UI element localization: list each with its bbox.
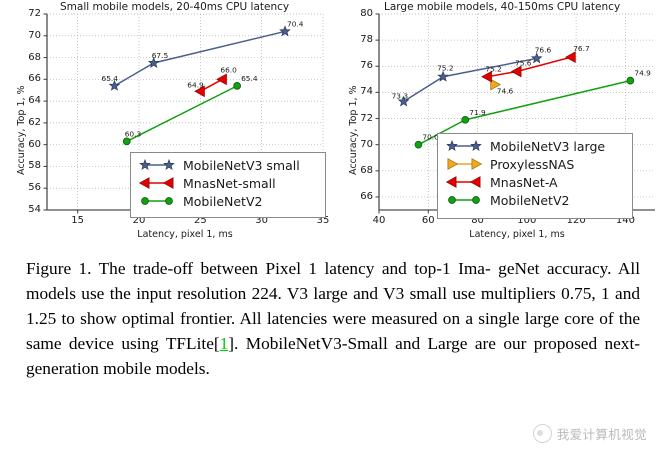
data-point-label: 74.6 [497,87,514,96]
x-tick-label: 60 [421,215,435,226]
x-tick-label: 35 [316,215,330,226]
legend-marker-triangle-right-icon [447,158,483,170]
legend-label: MobileNetV3 large [490,138,606,154]
legend-label: MobileNetV2 [183,193,263,209]
legend-item[interactable]: MnasNet-A [438,173,632,191]
data-point-label: 71.9 [469,108,486,117]
caption-line-3: and V3 small use multipliers 0.75, 1 and… [26,284,641,328]
x-tick-label: 25 [193,215,207,226]
legend-label: MnasNet-A [490,174,558,190]
chart-legend: MobileNetV3 small MnasNet-small MobileNetV… [130,152,326,218]
x-tick-label: 80 [471,215,484,226]
y-tick-label: 66 [360,190,373,202]
data-point-label: 70.4 [287,19,304,28]
series-mobilenetv3-large: 73.3 75.2 76.6 [392,45,552,107]
legend-label: MobileNetV2 [490,192,570,208]
legend-item[interactable]: MobileNetV2 [131,192,325,210]
data-point-label: 65.4 [102,74,119,83]
caption-line-6: ]. MobileNetV3-Small and Large are [228,334,496,353]
y-tick-label: 76 [360,60,373,72]
data-point-label: 75.6 [515,59,532,68]
data-point-label: 70.0 [422,133,439,142]
x-tick-label: 30 [255,215,269,226]
chart-panel-large-models: Large mobile models, 40-150ms CPU latenc… [332,0,663,250]
y-tick-label: 66 [28,73,41,85]
chart-legend: MobileNetV3 large ProxylessNAS MnasNet-A Mo… [437,133,633,219]
y-tick-label: 74 [360,86,373,98]
data-point-label: 60.3 [125,129,142,138]
figure-plots: Small mobile models, 20-40ms CPU latency… [0,0,663,250]
data-point-label: 66.0 [220,65,237,74]
data-point-label: 74.9 [634,69,651,78]
caption-line-5: same device using TFLite[ [26,334,220,353]
caption-line-7: our proposed next-generation mobile mode… [26,334,640,378]
legend-marker-star-icon [446,139,482,151]
legend-marker-circle-icon [448,196,480,204]
data-point-label: 67.5 [152,51,169,60]
legend-marker-circle-icon [141,197,173,205]
y-tick-label: 54 [28,204,41,215]
legend-item[interactable]: MobileNetV3 small [131,156,325,174]
chart-title: Small mobile models, 20-40ms CPU latency [60,1,290,13]
x-tick-label: 40 [372,215,386,226]
y-tick-label: 70 [28,29,41,41]
series-mobilenetv2: 70.0 71.9 74.9 [414,69,651,149]
data-point-label: 65.4 [241,74,258,83]
camera-lens-icon [532,424,552,443]
y-tick-label: 72 [360,112,373,124]
legend-label: MnasNet-small [183,175,276,191]
legend-item[interactable]: MnasNet-small [131,174,325,192]
y-tick-label: 58 [28,160,41,172]
y-tick-label: 64 [28,95,41,107]
legend-marker-star-icon [139,158,175,170]
x-tick-label: 140 [615,215,635,226]
series-mnasnet-small: 64.9 66.0 [187,65,237,98]
legend-label: MobileNetV3 small [183,157,300,173]
caption-line-4: frontier. All latencies were measured on… [180,309,641,328]
citation-link[interactable]: 1 [219,334,229,353]
y-tick-label: 68 [360,164,373,176]
y-tick-label: 56 [28,182,41,194]
data-point-label: 76.7 [573,44,590,53]
caption-line-2: geNet accuracy. All models use the input… [26,259,641,303]
chart-panel-small-models: Small mobile models, 20-40ms CPU latency… [0,0,331,250]
data-point-label: 75.2 [437,64,453,73]
data-point-label: 73.3 [392,92,409,101]
watermark: 我爱计算机视觉 [532,424,647,443]
x-axis-label: Latency, pixel 1, ms [137,229,233,240]
legend-marker-triangle-left-icon [445,176,481,188]
legend-label: ProxylessNAS [490,156,575,172]
y-tick-label: 62 [28,116,41,128]
caption-line-1: Figure 1. The trade-off between Pixel 1 … [26,259,491,278]
y-tick-label: 72 [28,8,41,19]
legend-item[interactable]: MobileNetV2 [438,191,632,209]
series-mobilenetv2: 60.3 65.4 [122,74,258,146]
x-tick-label: 15 [71,215,85,226]
data-point-label: 76.6 [535,45,552,54]
x-tick-label: 120 [566,215,586,226]
data-point-label: 75.2 [485,65,501,74]
y-tick-label: 80 [360,8,373,19]
watermark-text: 我爱计算机视觉 [556,427,647,442]
x-tick-label: 100 [517,215,537,226]
plot-area: 65.4 67.5 70.4 64.9 66.0 60.3 65.4 [43,13,324,214]
legend-marker-triangle-left-icon [138,177,174,189]
y-tick-label: 60 [28,138,41,150]
series-mnasnet-a: 75.2 75.6 76.7 [481,44,590,83]
chart-title: Large mobile models, 40-150ms CPU latenc… [384,1,621,13]
y-tick-label: 70 [360,138,373,150]
x-axis-label: Latency, pixel 1, ms [469,229,565,240]
legend-item[interactable]: ProxylessNAS [438,155,632,173]
y-tick-label: 78 [360,34,373,46]
x-tick-label: 20 [132,215,146,226]
legend-item[interactable]: MobileNetV3 large [438,137,632,155]
data-point-label: 64.9 [187,80,204,89]
series-mobilenetv3-small: 65.4 67.5 70.4 [102,19,304,91]
figure-caption: Figure 1. The trade-off between Pixel 1 … [26,256,640,381]
y-tick-label: 68 [28,51,41,63]
series-proxylessnas: 74.6 [490,78,514,96]
